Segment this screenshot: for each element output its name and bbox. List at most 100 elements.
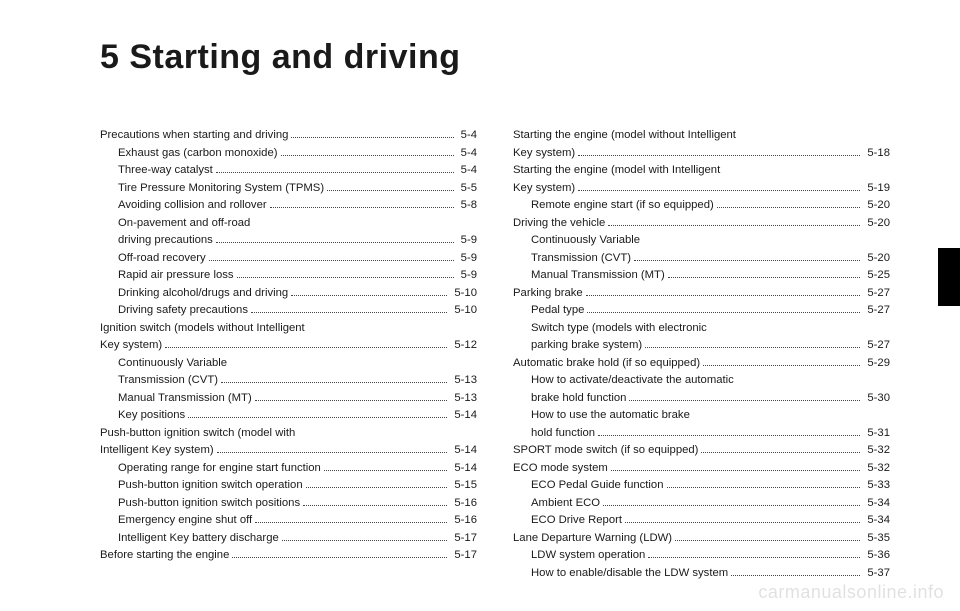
toc-label: SPORT mode switch (if so equipped) (513, 442, 698, 460)
toc-leader (291, 137, 453, 138)
toc-label-wrap: Push-button ignition switch (model with (100, 425, 477, 443)
toc-label: Key system) (100, 337, 162, 355)
toc-label-wrap: ECO Drive Report (513, 512, 863, 530)
toc-label: Rapid air pressure loss (118, 267, 234, 285)
toc-leader (578, 155, 860, 156)
toc-leader (217, 452, 448, 453)
toc-label: Manual Transmission (MT) (118, 390, 252, 408)
toc-label: Intelligent Key system) (100, 442, 214, 460)
toc-entry: Transmission (CVT)5-20 (513, 250, 890, 268)
toc-page: 5-36 (863, 547, 890, 565)
toc-leader (608, 225, 860, 226)
toc-page: 5-33 (863, 477, 890, 495)
toc-label: brake hold function (531, 390, 626, 408)
toc-label-wrap: On-pavement and off-road (100, 215, 477, 233)
toc-entry: Starting the engine (model without Intel… (513, 127, 890, 145)
toc-leader (237, 277, 454, 278)
toc-page: 5-20 (863, 250, 890, 268)
toc-entry: Automatic brake hold (if so equipped)5-2… (513, 355, 890, 373)
toc-label-wrap: Push-button ignition switch positions (100, 495, 450, 513)
toc-label-wrap: Manual Transmission (MT) (100, 390, 450, 408)
toc-entry: Three-way catalyst5-4 (100, 162, 477, 180)
toc-label: Before starting the engine (100, 547, 229, 565)
toc-label-wrap: Driving the vehicle (513, 215, 863, 233)
toc-label: Driving the vehicle (513, 215, 605, 233)
toc-label-wrap: Ambient ECO (513, 495, 863, 513)
toc-entry: Off-road recovery5-9 (100, 250, 477, 268)
toc-label-wrap: Manual Transmission (MT) (513, 267, 863, 285)
toc-entry: parking brake system)5-27 (513, 337, 890, 355)
toc-label: ECO Drive Report (531, 512, 622, 530)
toc-leader (327, 190, 454, 191)
toc-page: 5-16 (450, 512, 477, 530)
toc-leader (188, 417, 447, 418)
toc-leader (251, 312, 447, 313)
toc-entry: Transmission (CVT)5-13 (100, 372, 477, 390)
toc-page: 5-18 (863, 145, 890, 163)
toc-label: On-pavement and off-road (118, 215, 250, 233)
toc-entry: On-pavement and off-road (100, 215, 477, 233)
toc-entry: Intelligent Key battery discharge 5-17 (100, 530, 477, 548)
toc-entry: Push-button ignition switch (model with (100, 425, 477, 443)
toc-label: Off-road recovery (118, 250, 206, 268)
toc-entry: Driving the vehicle5-20 (513, 215, 890, 233)
toc-label-wrap: Switch type (models with electronic (513, 320, 890, 338)
toc-columns: Precautions when starting and driving5-4… (100, 127, 890, 582)
toc-leader (645, 347, 860, 348)
toc-label: hold function (531, 425, 595, 443)
toc-label-wrap: parking brake system) (513, 337, 863, 355)
toc-label-wrap: Transmission (CVT) (100, 372, 450, 390)
toc-label-wrap: Automatic brake hold (if so equipped) (513, 355, 863, 373)
toc-label: Key system) (513, 145, 575, 163)
watermark: carmanualsonline.info (758, 582, 944, 603)
toc-leader (634, 260, 860, 261)
toc-entry: Key system) 5-18 (513, 145, 890, 163)
toc-label-wrap: Transmission (CVT) (513, 250, 863, 268)
toc-label: Pedal type (531, 302, 584, 320)
toc-entry: Avoiding collision and rollover5-8 (100, 197, 477, 215)
toc-label-wrap: brake hold function (513, 390, 863, 408)
toc-label-wrap: SPORT mode switch (if so equipped) (513, 442, 863, 460)
toc-label-wrap: ECO mode system (513, 460, 863, 478)
toc-label: Intelligent Key battery discharge (118, 530, 279, 548)
toc-page: 5-25 (863, 267, 890, 285)
toc-page: 5-17 (450, 530, 477, 548)
toc-label: parking brake system) (531, 337, 642, 355)
toc-label: How to use the automatic brake (531, 407, 690, 425)
toc-label-wrap: Key system) (100, 337, 450, 355)
toc-label-wrap: ECO Pedal Guide function (513, 477, 863, 495)
toc-label-wrap: Continuously Variable (513, 232, 890, 250)
toc-label-wrap: Starting the engine (model without Intel… (513, 127, 890, 145)
toc-entry: ECO Drive Report5-34 (513, 512, 890, 530)
toc-label: Key system) (513, 180, 575, 198)
toc-leader (306, 487, 448, 488)
toc-page: 5-9 (457, 232, 477, 250)
toc-entry: How to use the automatic brake (513, 407, 890, 425)
toc-label: Driving safety precautions (118, 302, 248, 320)
toc-label: Ambient ECO (531, 495, 600, 513)
toc-entry: Key positions5-14 (100, 407, 477, 425)
toc-entry: Precautions when starting and driving5-4 (100, 127, 477, 145)
toc-leader (282, 540, 448, 541)
toc-leader (625, 522, 860, 523)
toc-label-wrap: Remote engine start (if so equipped) (513, 197, 863, 215)
toc-entry: brake hold function5-30 (513, 390, 890, 408)
toc-leader (668, 277, 861, 278)
toc-entry: Emergency engine shut off5-16 (100, 512, 477, 530)
toc-entry: Exhaust gas (carbon monoxide)5-4 (100, 145, 477, 163)
section-tab (938, 248, 960, 306)
toc-label: driving precautions (118, 232, 213, 250)
toc-entry: Push-button ignition switch operation5-1… (100, 477, 477, 495)
toc-leader (216, 172, 454, 173)
toc-label: Tire Pressure Monitoring System (TPMS) (118, 180, 324, 198)
toc-leader (603, 505, 860, 506)
toc-entry: How to activate/deactivate the automatic (513, 372, 890, 390)
toc-leader (209, 260, 454, 261)
toc-page: 5-12 (450, 337, 477, 355)
toc-label-wrap: Avoiding collision and rollover (100, 197, 457, 215)
toc-label-wrap: Key positions (100, 407, 450, 425)
toc-leader (587, 312, 860, 313)
toc-label: Starting the engine (model with Intellig… (513, 162, 720, 180)
toc-leader (731, 575, 860, 576)
toc-label-wrap: Key system) (513, 180, 863, 198)
